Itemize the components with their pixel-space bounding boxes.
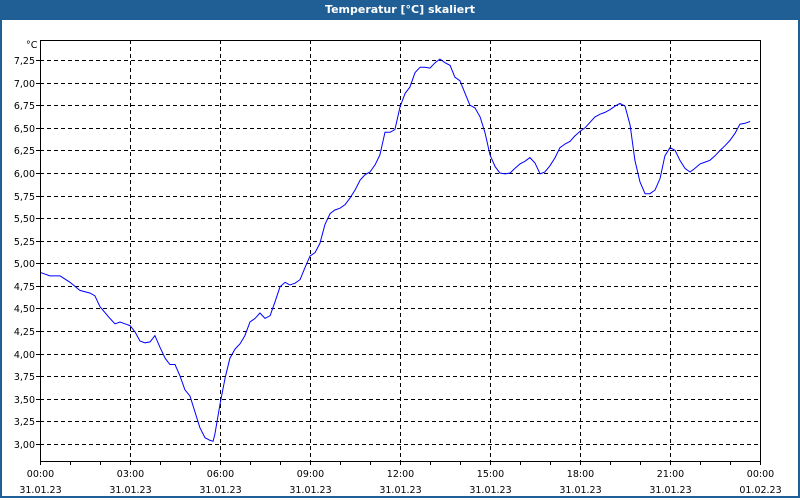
window-title: Temperatur [°C] skaliert (0, 0, 800, 20)
y-tick-label: 5,00 (14, 259, 35, 270)
y-tick-label: 7,00 (14, 79, 35, 90)
x-tick-time-label: 00:00 (27, 469, 54, 480)
x-tick-time-label: 12:00 (387, 469, 414, 480)
y-tick-label: 5,75 (14, 192, 35, 203)
y-tick-label: 6,50 (14, 124, 35, 135)
y-tick-label: 3,50 (14, 395, 35, 406)
x-tick-date-label: 31.01.23 (199, 485, 241, 496)
y-tick-label: 3,00 (14, 440, 35, 451)
y-tick-label: 3,75 (14, 372, 35, 383)
plot-frame (40, 40, 761, 462)
grid (40, 40, 760, 461)
y-axis-unit-label: °C (26, 40, 38, 51)
x-tick-date-label: 31.01.23 (19, 485, 61, 496)
y-tick-label: 5,25 (14, 237, 35, 248)
x-tick-time-label: 15:00 (477, 469, 504, 480)
x-tick-time-label: 09:00 (297, 469, 324, 480)
y-tick-label: 4,75 (14, 282, 35, 293)
y-tick-label: 6,25 (14, 146, 35, 157)
y-tick-label: 6,00 (14, 169, 35, 180)
y-tick-label: 4,50 (14, 304, 35, 315)
x-tick-time-label: 06:00 (207, 469, 234, 480)
y-tick-label: 4,00 (14, 350, 35, 361)
y-tick-label: 7,25 (14, 56, 35, 67)
x-tick-date-label: 31.01.23 (649, 485, 691, 496)
y-tick-label: 6,75 (14, 101, 35, 112)
y-tick-label: 5,50 (14, 214, 35, 225)
x-tick-date-label: 01.02.23 (739, 485, 781, 496)
temperature-series-line (39, 58, 751, 442)
x-tick-date-label: 31.01.23 (289, 485, 331, 496)
y-tick-label: 3,25 (14, 417, 35, 428)
x-tick-date-label: 31.01.23 (379, 485, 421, 496)
x-tick-time-label: 03:00 (117, 469, 144, 480)
series-layer (39, 58, 751, 442)
x-tick-time-label: 21:00 (657, 469, 684, 480)
x-tick-date-label: 31.01.23 (109, 485, 151, 496)
x-tick-time-label: 00:00 (747, 469, 774, 480)
x-tick-time-label: 18:00 (567, 469, 594, 480)
x-tick-date-label: 31.01.23 (469, 485, 511, 496)
x-tick-date-label: 31.01.23 (559, 485, 601, 496)
axis-ticks: 3,00 3,25 3,50 3,75 4,00 4,25 4,50 4,75 5,00 5,25… (14, 56, 782, 496)
y-tick-label: 4,25 (14, 327, 35, 338)
